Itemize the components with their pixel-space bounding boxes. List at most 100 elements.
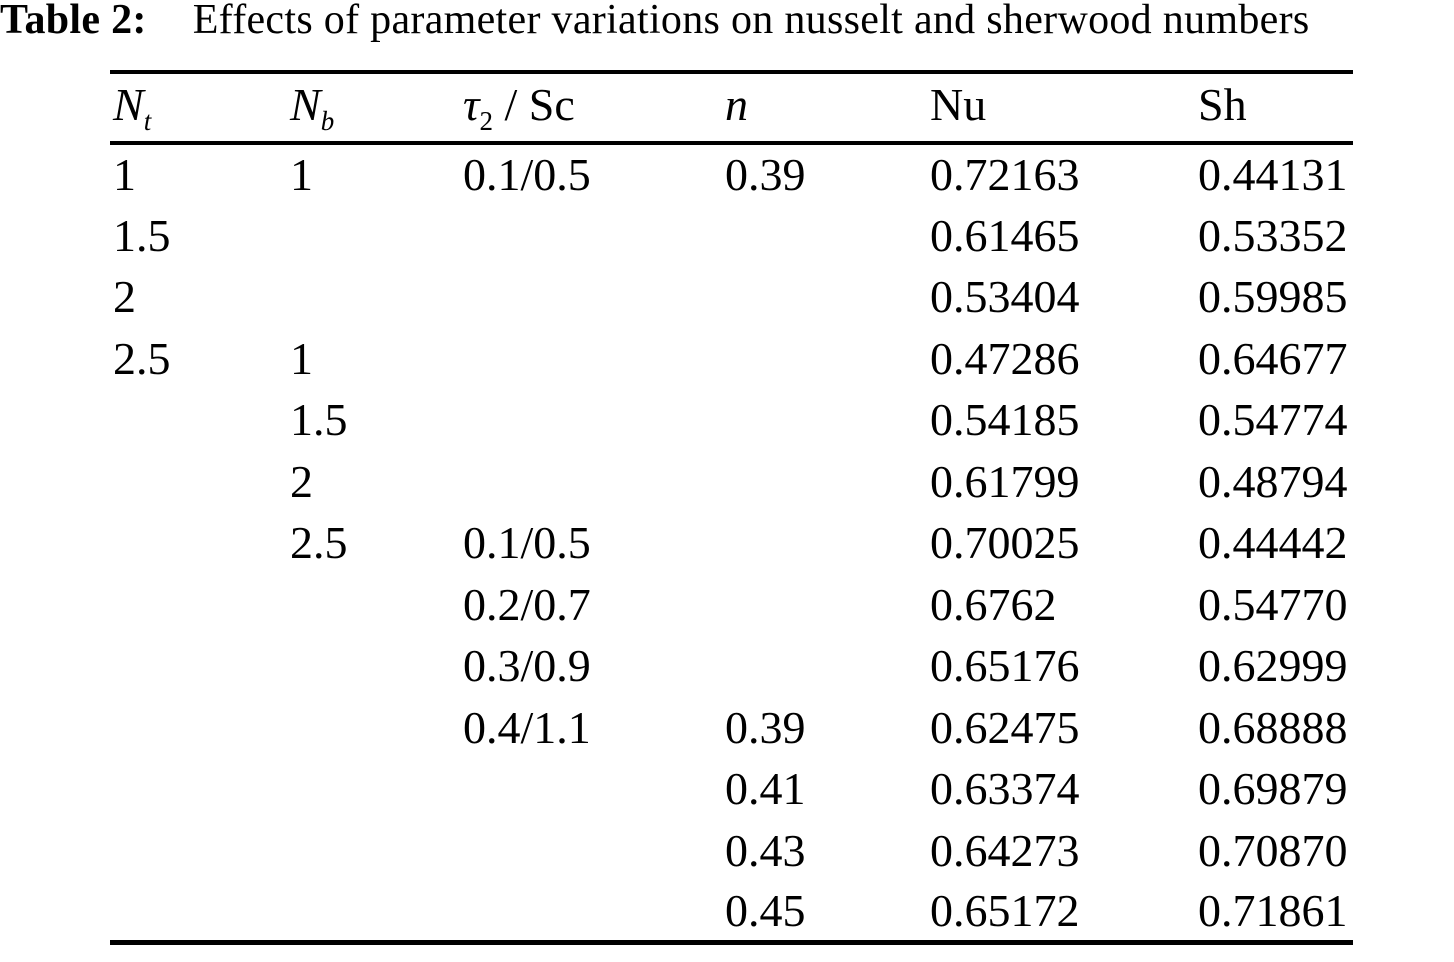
table-cell: 0.70025: [930, 517, 1080, 569]
math-symbol: N: [290, 79, 321, 130]
table-cell: [460, 881, 722, 943]
table-cell: [460, 451, 722, 513]
table-cell: 0.2/0.7: [463, 578, 591, 630]
table-cell: [460, 328, 722, 390]
table-cell: [110, 512, 287, 574]
table-row: 0.3/0.9 0.65176 0.62999: [110, 635, 1353, 697]
table-cell: 0.53352: [1198, 209, 1348, 261]
table-cell: [287, 635, 460, 697]
table-cell: 1.5: [113, 209, 171, 261]
table-body: 1 1 0.1/0.5 0.39 0.72163 0.44131 1.5 0.61465 0.5…: [110, 143, 1353, 943]
table-cell: 0.39: [725, 701, 806, 753]
table-row: 2.5 0.1/0.5 0.70025 0.44442: [110, 512, 1353, 574]
table-cell: 0.68888: [1198, 701, 1348, 753]
column-header-nb: Nb: [287, 72, 460, 145]
table-cell: 0.63374: [930, 763, 1080, 815]
table-row: 0.45 0.65172 0.71861: [110, 881, 1353, 943]
table-cell: [460, 758, 722, 820]
table-cell: 0.41: [725, 763, 806, 815]
table-cell: 1: [113, 149, 136, 201]
table-row: 1.5 0.61465 0.53352: [110, 205, 1353, 267]
table-cell: 0.71861: [1198, 885, 1348, 936]
table-row: 0.2/0.7 0.6762 0.54770: [110, 574, 1353, 636]
table-cell: [722, 635, 927, 697]
table-cell: 1: [290, 332, 313, 384]
table-cell: 0.48794: [1198, 455, 1348, 507]
column-header-nu: Nu: [927, 72, 1195, 145]
table-cell: 0.39: [725, 149, 806, 201]
header-text: / Sc: [492, 79, 575, 130]
table-row: 0.4/1.1 0.39 0.62475 0.68888: [110, 697, 1353, 759]
table-cell: [110, 881, 287, 943]
table-cell: 2: [290, 455, 313, 507]
column-header-n: n: [722, 72, 927, 145]
table-caption-label: Table 2:: [0, 0, 147, 43]
table-cell: 0.65176: [930, 640, 1080, 692]
table-cell: 0.59985: [1198, 271, 1348, 323]
table-cell: [460, 820, 722, 882]
column-header-nt: Nt: [110, 72, 287, 145]
table-cell: [722, 451, 927, 513]
table-cell: 0.1/0.5: [463, 149, 591, 201]
table-cell: 0.4/1.1: [463, 701, 591, 753]
table-cell: [287, 205, 460, 267]
table-cell: [287, 574, 460, 636]
table-cell: [722, 205, 927, 267]
table-cell: 0.61799: [930, 455, 1080, 507]
table-cell: [722, 574, 927, 636]
table-cell: [722, 266, 927, 328]
column-header-tau2-sc: τ2 / Sc: [460, 72, 722, 145]
table-cell: 0.70870: [1198, 824, 1348, 876]
table-cell: [722, 328, 927, 390]
table-cell: 0.1/0.5: [463, 517, 591, 569]
table-row: 0.43 0.64273 0.70870: [110, 820, 1353, 882]
table-cell: [722, 512, 927, 574]
table-cell: [287, 697, 460, 759]
math-symbol: τ: [463, 79, 480, 130]
table-cell: 0.54774: [1198, 394, 1348, 446]
table-row: 2 0.53404 0.59985: [110, 266, 1353, 328]
table-cell: 0.6762: [930, 578, 1057, 630]
table-cell: [287, 881, 460, 943]
table-cell: 0.64273: [930, 824, 1080, 876]
table-cell: 0.72163: [930, 149, 1080, 201]
table-row: 0.41 0.63374 0.69879: [110, 758, 1353, 820]
table-cell: [110, 451, 287, 513]
table-cell: 0.64677: [1198, 332, 1348, 384]
table-cell: 0.54185: [930, 394, 1080, 446]
table-cell: 0.3/0.9: [463, 640, 591, 692]
table-cell: 0.61465: [930, 209, 1080, 261]
table-cell: 0.45: [725, 885, 806, 936]
table-cell: 0.62475: [930, 701, 1080, 753]
table-cell: 0.65172: [930, 885, 1080, 936]
table-cell: 1: [290, 149, 313, 201]
table-cell: [287, 266, 460, 328]
parameter-effects-table: Nt Nb τ2 / Sc n Nu Sh 1 1 0.1/0.5 0.39 0.721…: [110, 70, 1353, 945]
math-subscript: t: [143, 106, 152, 136]
table-cell: 0.43: [725, 824, 806, 876]
table-row: 2.5 1 0.47286 0.64677: [110, 328, 1353, 390]
table-caption: Table 2: Effects of parameter variations …: [0, 0, 1310, 44]
table-cell: 0.62999: [1198, 640, 1348, 692]
math-symbol: N: [113, 79, 144, 130]
math-symbol: n: [725, 79, 748, 130]
table-caption-text: Effects of parameter variations on nusse…: [192, 0, 1310, 43]
header-text: Sh: [1198, 79, 1247, 130]
table-cell: [110, 574, 287, 636]
table-cell: 1.5: [290, 394, 348, 446]
table-cell: 0.44442: [1198, 517, 1348, 569]
table-cell: 0.54770: [1198, 578, 1348, 630]
table-cell: 2.5: [113, 332, 171, 384]
table-header-row: Nt Nb τ2 / Sc n Nu Sh: [110, 72, 1353, 145]
table-cell: [287, 820, 460, 882]
table-cell: 0.44131: [1198, 149, 1348, 201]
table-cell: [110, 758, 287, 820]
table-cell: [722, 389, 927, 451]
table-cell: 2.5: [290, 517, 348, 569]
table-cell: [460, 389, 722, 451]
table-cell: [110, 389, 287, 451]
table-cell: [460, 205, 722, 267]
table-cell: [460, 266, 722, 328]
table-cell: 0.53404: [930, 271, 1080, 323]
table-cell: 0.69879: [1198, 763, 1348, 815]
